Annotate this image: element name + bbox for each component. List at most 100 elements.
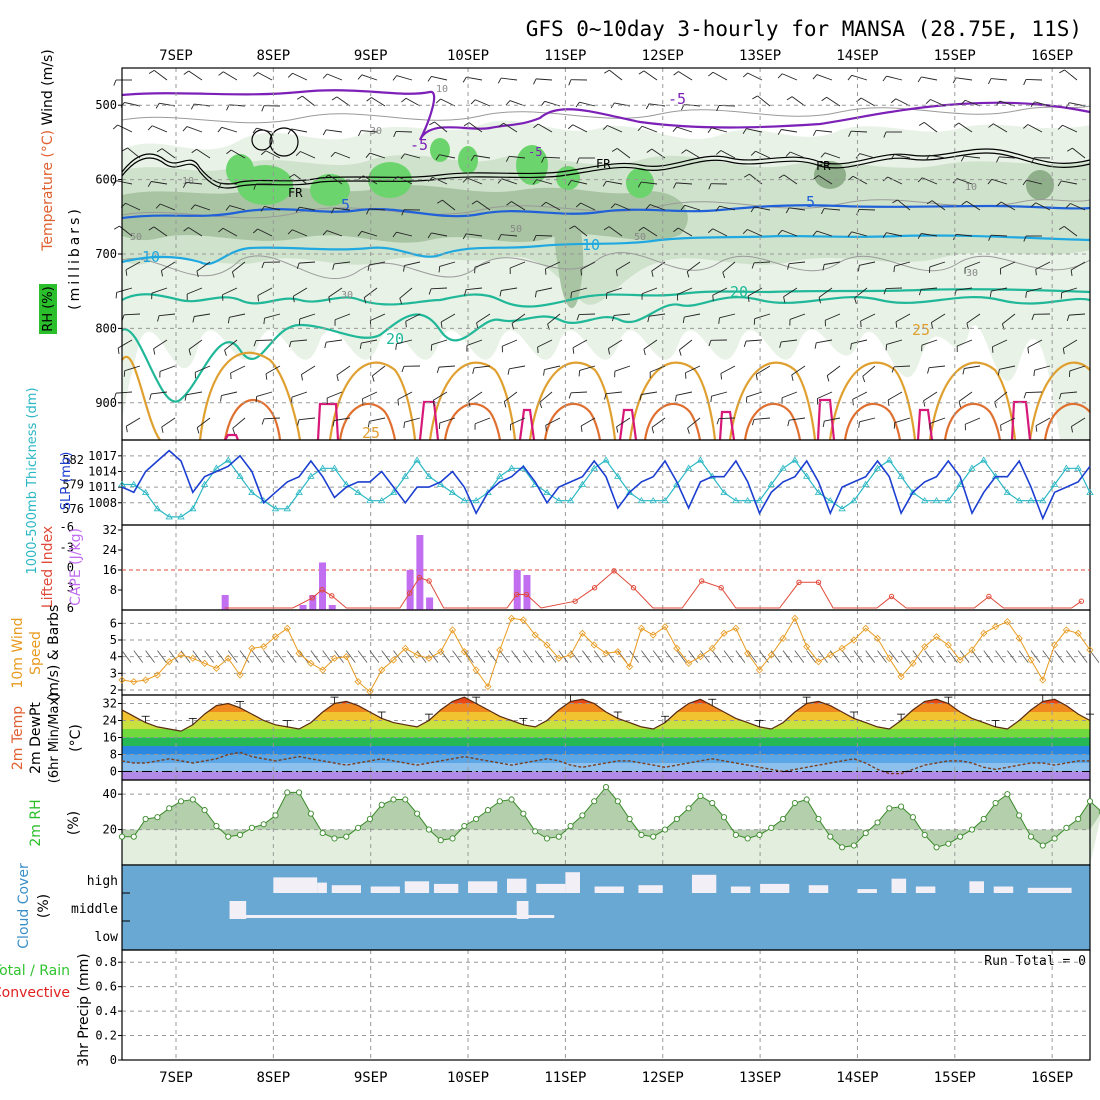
wind-barb-shaft [361, 230, 378, 237]
wind-barb [580, 261, 596, 276]
wind-barb-shaft [885, 287, 903, 290]
wind-barb [928, 261, 946, 273]
wind-barb-shaft [859, 153, 876, 159]
wind-barb-flag [1070, 426, 1073, 433]
wind-barb-shaft [789, 151, 806, 159]
wind-barb-shaft [606, 287, 623, 294]
wind-barb [371, 365, 386, 382]
wind-speed-marker [224, 654, 232, 662]
wind-barb [323, 174, 343, 185]
wind-barb [506, 201, 526, 211]
wind-barb-shaft [722, 261, 736, 273]
wind-barb-flag [462, 177, 468, 183]
wind-barb [227, 313, 246, 324]
wind-speed-marker [791, 614, 799, 622]
thickness-marker [897, 472, 905, 479]
wind-barb [578, 365, 596, 377]
wind-barb-flag [750, 150, 756, 156]
wind-barb-flag [323, 174, 329, 179]
wind-speed-marker [649, 631, 657, 639]
date-label: 13SEP [739, 1070, 781, 1086]
wind-barb-shaft [466, 339, 483, 346]
wind-barb [850, 339, 868, 350]
wind-barb-flag [260, 150, 267, 156]
wind-barb [580, 417, 596, 432]
wind-speed-marker [130, 678, 138, 686]
wind-barb-shaft [783, 287, 798, 298]
wind-barb-shaft [300, 151, 316, 159]
wind-barb-flag [570, 292, 572, 299]
wind-barb-shaft [299, 261, 316, 264]
thickness-marker [980, 456, 988, 463]
wind-barb [511, 650, 521, 663]
wind-barb [926, 200, 946, 211]
contour-labels: FR FR FR -5 -5 -5 5 5 10 10 20 20 25 25 … [130, 84, 978, 442]
wind-barb-shaft [958, 122, 973, 133]
wind-speed-marker [838, 644, 846, 652]
thickness-marker [460, 496, 469, 504]
wind-barb-shaft [161, 261, 176, 271]
wind-barb-flag [330, 151, 336, 158]
wind-speed-marker [295, 649, 303, 657]
wind-barb-flag [499, 290, 502, 297]
wind-barb-shaft [232, 417, 246, 429]
wind-barb-shaft [649, 204, 666, 211]
wind-barb [253, 183, 272, 190]
wind-barb-flag [791, 374, 794, 381]
wind-barb [1058, 391, 1078, 400]
contour-20 [121, 288, 1091, 308]
wind-barb [472, 365, 491, 374]
wind-barb-shaft [616, 261, 631, 271]
wind-barb-flag [297, 95, 303, 100]
thickness-marker [425, 472, 433, 479]
wind-speed-marker [991, 623, 1000, 631]
thickness-marker [200, 480, 209, 487]
wind-barb [534, 287, 553, 298]
tick-label: 5 [110, 633, 117, 647]
wind-barb-flag [578, 370, 581, 377]
wind-barb-flag [435, 154, 440, 160]
wind-barb-flag [639, 394, 642, 401]
wind-barb-shaft [789, 417, 806, 421]
rh-marker [177, 798, 185, 805]
wind-barb-shaft [362, 391, 378, 400]
wind-barb [401, 365, 421, 373]
wind-barb-shaft [720, 150, 736, 159]
wind-barb-flag [925, 99, 931, 105]
wind-barb-shaft [965, 417, 981, 425]
wind-barb-shaft [186, 391, 203, 396]
cloud-ylabel-b: (%) [36, 894, 52, 918]
wind-speed-marker [744, 649, 752, 657]
rh-marker [1051, 835, 1058, 842]
label-temp-11: 25 [912, 321, 930, 339]
temp-band [122, 729, 1090, 738]
upper-ylabel-temp: Temperature (°C) [40, 130, 56, 252]
wind-barb [676, 650, 687, 663]
wind-barb-shaft [643, 70, 658, 81]
wind-barb-shaft [302, 95, 316, 107]
tick-label: 600 [95, 173, 117, 187]
wind-barb-shaft [124, 365, 141, 372]
thickness-marker [661, 496, 669, 504]
wind-barb-shaft [860, 97, 876, 107]
wind-barb-shaft [221, 126, 238, 133]
wind-barb [366, 208, 386, 215]
cloud-gap-middle [516, 901, 529, 919]
wind-barb [892, 199, 911, 211]
wind-barb-flag [330, 207, 335, 214]
wind-barb-flag [1023, 79, 1027, 86]
wind-barb [751, 261, 771, 269]
wind-barb [395, 339, 413, 350]
wind-barb-flag [681, 149, 687, 154]
wind-barb-shaft [614, 365, 631, 372]
wind-barb-shaft [1063, 226, 1078, 237]
thickness-marker [484, 488, 492, 496]
wind-speed-marker [897, 673, 905, 681]
lifted-index-marker [514, 591, 520, 598]
wind-barb-shaft [893, 365, 911, 368]
wind-barb-flag [295, 206, 300, 213]
wind-barb-shaft [1061, 287, 1078, 294]
thickness-line [122, 459, 1091, 518]
wind-barb [328, 287, 343, 303]
wind-speed-marker [543, 641, 551, 649]
